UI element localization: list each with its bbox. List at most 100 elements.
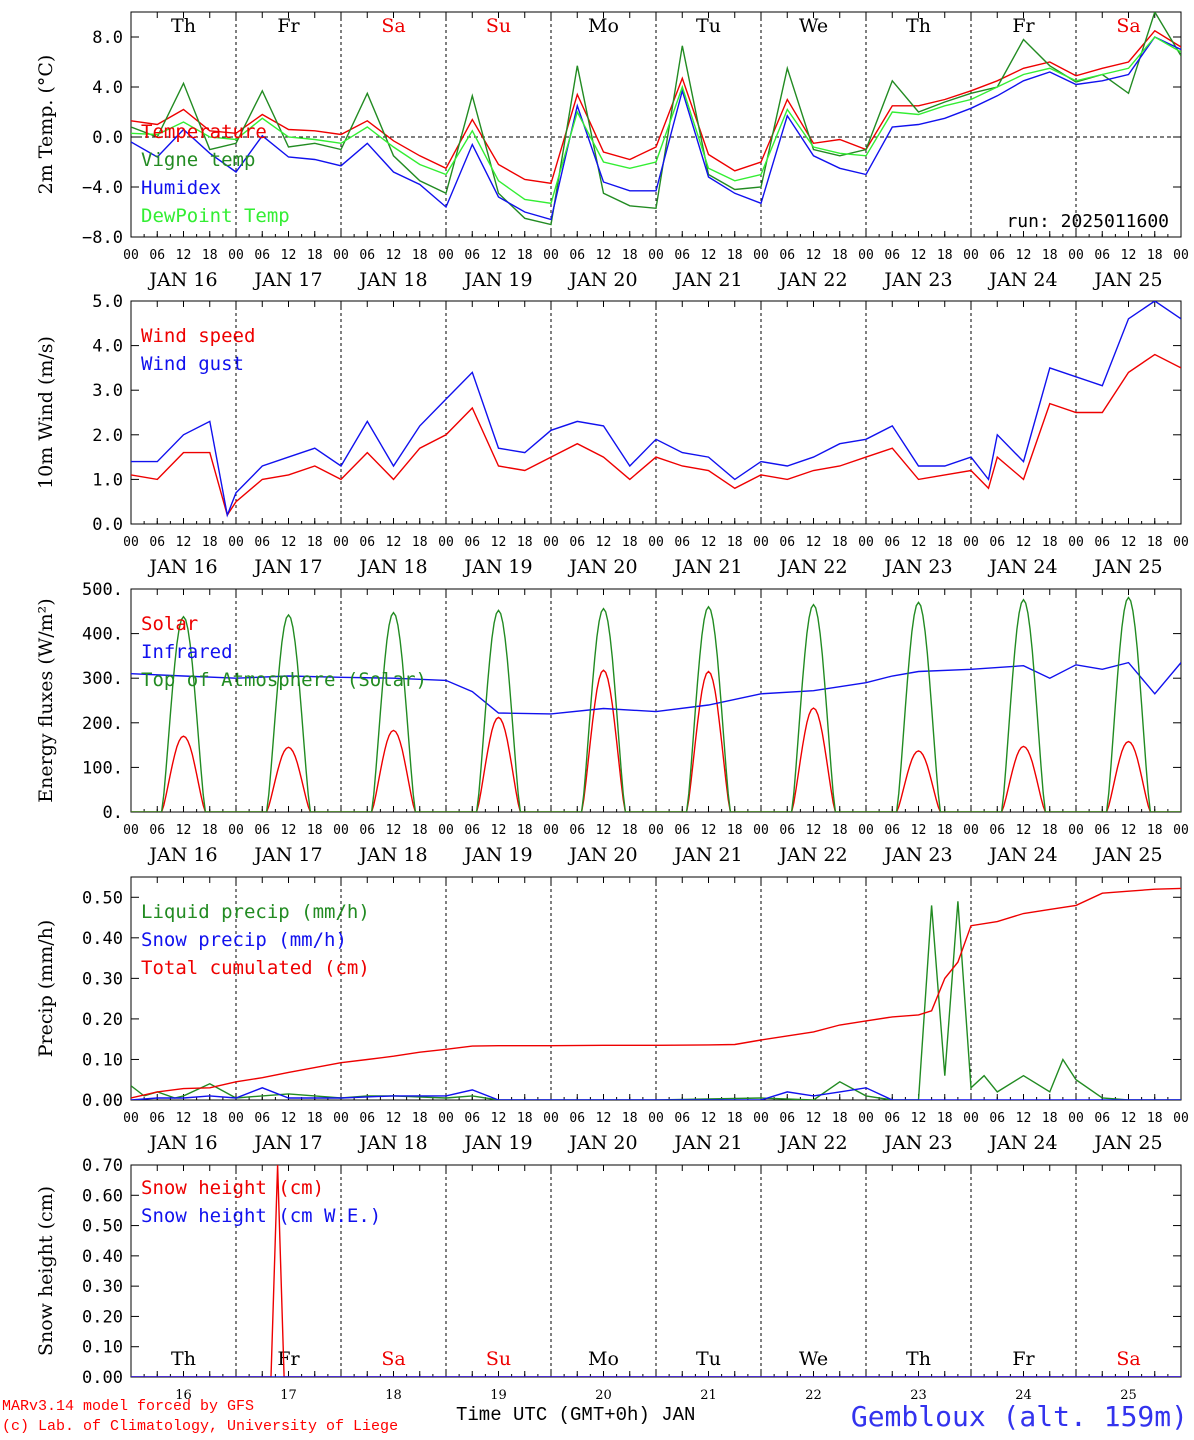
legend-entry: Temperature	[141, 121, 267, 143]
hour-tick-label: 00	[228, 248, 244, 263]
legend-entry: Total cumulated (cm)	[141, 957, 370, 979]
panel-energy: 0. 100. 200. 300. 400. 500. Energy fluxes (W/m…	[35, 580, 1189, 866]
y-tick-label: 0.30	[82, 1277, 123, 1297]
hour-tick-label: 12	[806, 1111, 822, 1126]
station-name: Gembloux (alt. 159m)	[850, 1400, 1188, 1433]
hour-tick-label: 00	[753, 248, 769, 263]
legend-entry: Snow height (cm W.E.)	[141, 1205, 381, 1227]
hour-tick-label: 00	[1068, 823, 1084, 838]
legend-entry: Vigne temp	[141, 149, 255, 171]
weekday-label: Sa	[1116, 15, 1140, 37]
hour-tick-label: 18	[937, 1111, 953, 1126]
hour-tick-label: 18	[202, 1111, 218, 1126]
weekday-label: Th	[906, 1348, 931, 1370]
hour-tick-label: 18	[412, 823, 428, 838]
series-line-temperature	[131, 29, 1181, 185]
legend-entry: Snow height (cm)	[141, 1177, 324, 1199]
hour-tick-label: 06	[884, 535, 900, 550]
day-label: JAN 17	[252, 556, 322, 578]
legend-entry: Humidex	[141, 177, 221, 199]
plot-frame	[130, 588, 1182, 813]
hour-tick-label: 06	[1094, 535, 1110, 550]
weekday-label: Sa	[381, 1348, 405, 1370]
hour-tick-label: 00	[228, 823, 244, 838]
hour-tick-label: 06	[464, 248, 480, 263]
y-tick-label: 300.	[82, 669, 123, 689]
day-number-label: 17	[280, 1388, 297, 1403]
y-axis-label: Precip (mm/h)	[35, 920, 57, 1058]
hour-tick-label: 12	[386, 823, 402, 838]
hour-tick-label: 06	[989, 535, 1005, 550]
hour-tick-label: 06	[1094, 248, 1110, 263]
hour-tick-label: 18	[202, 248, 218, 263]
hour-tick-label: 00	[438, 823, 454, 838]
hour-tick-label: 18	[1042, 535, 1058, 550]
day-label: JAN 20	[567, 844, 637, 866]
lab-credit: (c) Lab. of Climatology, University of L…	[2, 1418, 399, 1435]
day-label: JAN 17	[252, 269, 322, 291]
hour-tick-label: 18	[517, 1111, 533, 1126]
y-tick-label: 5.0	[92, 292, 123, 312]
hour-tick-label: 18	[1042, 248, 1058, 263]
day-label: JAN 18	[357, 1132, 427, 1154]
hour-tick-label: 00	[438, 248, 454, 263]
hour-tick-label: 18	[832, 248, 848, 263]
weekday-label: Su	[486, 1348, 511, 1370]
hour-tick-label: 12	[701, 248, 717, 263]
day-number-label: 16	[175, 1388, 192, 1403]
hour-tick-label: 06	[359, 535, 375, 550]
day-label: JAN 25	[1092, 1132, 1162, 1154]
hour-tick-label: 18	[307, 1111, 323, 1126]
hour-tick-label: 12	[386, 535, 402, 550]
day-label: JAN 19	[462, 1132, 532, 1154]
day-label: JAN 16	[147, 269, 217, 291]
hour-tick-label: 18	[622, 823, 638, 838]
hour-tick-label: 12	[281, 823, 297, 838]
y-tick-label: 0.60	[82, 1186, 123, 1206]
hour-tick-label: 06	[464, 1111, 480, 1126]
weekday-label: Th	[171, 15, 196, 37]
day-label: JAN 16	[147, 556, 217, 578]
y-axis-label: Snow height (cm)	[35, 1186, 57, 1356]
hour-tick-label: 12	[176, 823, 192, 838]
y-axis-label: 10m Wind (m/s)	[35, 336, 57, 489]
y-tick-label: 4.0	[92, 78, 123, 98]
day-label: JAN 20	[567, 1132, 637, 1154]
day-label: JAN 17	[252, 1132, 322, 1154]
weekday-label: Th	[906, 15, 931, 37]
hour-tick-label: 18	[307, 248, 323, 263]
hour-tick-label: 00	[228, 535, 244, 550]
weekday-label: Mo	[588, 15, 619, 37]
hour-tick-label: 06	[464, 823, 480, 838]
y-tick-label: 200.	[82, 714, 123, 734]
hour-tick-label: 18	[1147, 823, 1163, 838]
day-label: JAN 21	[672, 1132, 742, 1154]
hour-tick-label: 18	[202, 823, 218, 838]
weekday-label: Fr	[1012, 1348, 1035, 1370]
hour-tick-label: 06	[674, 1111, 690, 1126]
y-tick-label: 0.50	[82, 888, 123, 908]
hour-tick-label: 12	[281, 1111, 297, 1126]
hour-tick-label: 06	[569, 823, 585, 838]
hour-tick-label: 06	[989, 248, 1005, 263]
day-label: JAN 16	[147, 1132, 217, 1154]
hour-tick-label: 18	[622, 535, 638, 550]
hour-tick-label: 00	[1173, 535, 1189, 550]
run-annotation: run: 2025011600	[1006, 211, 1169, 232]
panel-snow: 0.00 0.10 0.20 0.30 0.40 0.50 0.60 0.70 Snow hei…	[35, 1156, 1182, 1403]
hour-tick-label: 06	[884, 1111, 900, 1126]
day-label: JAN 24	[987, 844, 1057, 866]
hour-tick-label: 06	[569, 1111, 585, 1126]
hour-tick-label: 06	[674, 823, 690, 838]
hour-tick-label: 18	[202, 535, 218, 550]
hour-tick-label: 12	[281, 535, 297, 550]
hour-tick-label: 00	[543, 248, 559, 263]
hour-tick-label: 00	[1068, 248, 1084, 263]
hour-tick-label: 00	[648, 1111, 664, 1126]
hour-tick-label: 12	[596, 248, 612, 263]
day-label: JAN 25	[1092, 269, 1162, 291]
hour-tick-label: 12	[1016, 535, 1032, 550]
hour-tick-label: 12	[806, 535, 822, 550]
day-label: JAN 21	[672, 844, 742, 866]
hour-tick-label: 12	[701, 823, 717, 838]
